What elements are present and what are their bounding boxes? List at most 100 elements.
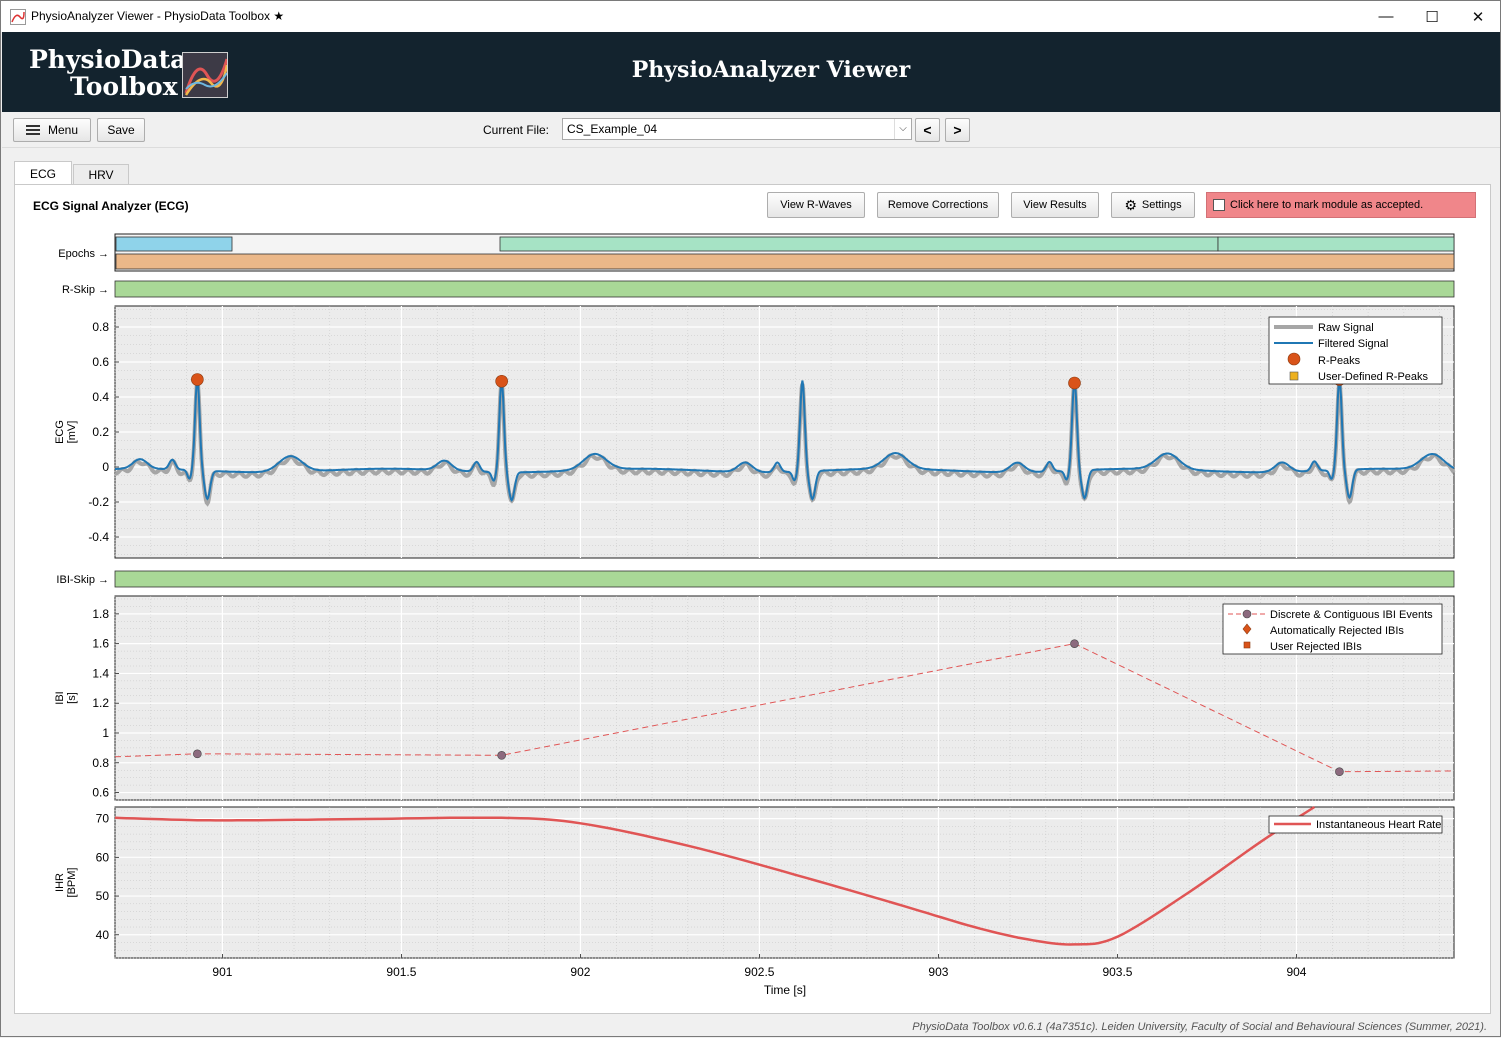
y-axis-label: [mV] [66, 421, 78, 444]
y-axis-label: [BPM] [66, 868, 78, 898]
epoch-segment[interactable] [115, 236, 233, 252]
rpeak-marker[interactable] [191, 373, 204, 386]
ecg-yticks: -0.4 -0.2 0 0.2 0.4 0.6 0.8 [88, 320, 119, 544]
y-axis-label: [s] [66, 692, 78, 704]
ibi-event-marker[interactable] [1335, 767, 1344, 777]
menu-button-label: Menu [47, 123, 79, 137]
ibiskip-strip[interactable] [114, 570, 1455, 588]
ibi-ylabel: IBI [s] [54, 691, 78, 704]
footer-credits: PhysioData Toolbox v0.6.1 (4a7351c). Lei… [912, 1021, 1487, 1033]
ecg-legend: Raw Signal Filtered Signal R-Peaks User-… [1268, 316, 1443, 385]
ibi-plot[interactable]: 0.6 0.8 1 1.2 1.4 1.6 1.8 IBI [s] Discrete & Co… [54, 595, 1455, 801]
ibi-event-marker[interactable] [1070, 639, 1079, 648]
y-tick-label: 0 [102, 460, 109, 474]
ibi-legend: Discrete & Contiguous IBI Events Automat… [1222, 603, 1443, 655]
previous-file-button[interactable]: < [915, 118, 940, 142]
epoch-segment[interactable] [115, 253, 1455, 270]
menu-button[interactable]: Menu [13, 118, 91, 142]
filtered-signal-line [115, 378, 1455, 502]
ibi-event-marker[interactable] [497, 751, 506, 760]
accept-module-toggle[interactable]: Click here to mark module as accepted. [1206, 192, 1476, 218]
y-tick-label: -0.2 [88, 495, 109, 509]
legend-rpeaks: R-Peaks [1318, 355, 1361, 367]
epoch-segment[interactable] [499, 236, 1219, 252]
ihr-line [114, 805, 1316, 946]
ibi-line [114, 643, 1455, 773]
legend-user-rejected: User Rejected IBIs [1270, 641, 1362, 653]
save-button[interactable]: Save [97, 118, 145, 142]
app-title: PhysioAnalyzer Viewer [631, 57, 911, 83]
y-tick-label: 0.6 [92, 786, 109, 800]
rskip-strip[interactable] [114, 280, 1455, 298]
legend-auto-rejected: Automatically Rejected IBIs [1270, 625, 1404, 637]
ibi-event-markers [193, 639, 1344, 777]
epochs-strip[interactable] [114, 233, 1455, 272]
tab-hrv[interactable]: HRV [73, 164, 129, 185]
rskip-label: R-Skip → [62, 284, 109, 296]
rpeak-markers [191, 373, 1346, 390]
rpeak-marker[interactable] [1068, 376, 1081, 390]
x-tick-label: 901 [212, 965, 232, 979]
ibiskip-label: IBI-Skip → [56, 574, 109, 586]
accept-checkbox[interactable] [1213, 199, 1225, 211]
ibi-event-marker[interactable] [193, 749, 202, 759]
ecg-plot[interactable]: -0.4 -0.2 0 0.2 0.4 0.6 0.8 ECG [mV] Raw Signal… [54, 305, 1456, 559]
x-tick-label: 903 [928, 965, 948, 979]
y-tick-label: 0.8 [92, 320, 109, 334]
ibi-yticks: 0.6 0.8 1 1.2 1.4 1.6 1.8 [92, 607, 119, 800]
ihr-legend: Instantaneous Heart Rate [1268, 815, 1443, 834]
y-tick-label: 1.4 [92, 666, 109, 680]
legend-filtered-signal: Filtered Signal [1318, 338, 1388, 350]
close-button[interactable]: ✕ [1471, 8, 1485, 26]
legend-raw-signal: Raw Signal [1318, 322, 1374, 334]
settings-button-label: Settings [1141, 199, 1182, 211]
maximize-button[interactable]: ☐ [1425, 8, 1439, 26]
legend-ihr: Instantaneous Heart Rate [1316, 819, 1441, 831]
toolbar: Menu Save Current File: CS_Example_04 ⌵ … [2, 112, 1500, 148]
y-tick-label: 1 [102, 726, 109, 740]
y-tick-label: 40 [96, 928, 110, 942]
rpeak-marker[interactable] [495, 374, 508, 388]
epoch-segment[interactable] [1217, 236, 1455, 252]
hamburger-icon [25, 123, 40, 137]
ihr-ylabel: IHR [BPM] [54, 868, 78, 898]
logo-text: PhysioData Toolbox [29, 46, 186, 100]
title-bar: PhysioAnalyzer Viewer - PhysioData Toolb… [1, 1, 1500, 32]
time-axis-label: Time [s] [764, 983, 806, 997]
x-tick-label: 901.5 [386, 965, 416, 979]
epochs-label: Epochs → [58, 248, 109, 260]
current-file-value: CS_Example_04 [567, 122, 658, 136]
next-file-button[interactable]: > [945, 118, 970, 142]
remove-corrections-button[interactable]: Remove Corrections [877, 192, 999, 218]
current-file-dropdown[interactable]: CS_Example_04 ⌵ [562, 118, 912, 140]
gear-icon: ⚙ [1124, 196, 1137, 213]
y-tick-label: 0.2 [92, 425, 109, 439]
view-results-button[interactable]: View Results [1011, 192, 1099, 218]
y-tick-label: 60 [96, 850, 110, 864]
x-tick-label: 902.5 [744, 965, 774, 979]
window-title: PhysioAnalyzer Viewer - PhysioData Toolb… [31, 9, 285, 23]
logo-line2: Toolbox [70, 72, 178, 101]
y-tick-label: 0.6 [92, 355, 109, 369]
ihr-yticks: 40 50 60 70 [96, 812, 119, 942]
settings-button[interactable]: ⚙ Settings [1111, 192, 1195, 218]
y-axis-label: IHR [54, 873, 66, 892]
ecg-grid [114, 306, 1454, 558]
current-file-label: Current File: [483, 123, 550, 137]
app-icon [10, 9, 26, 25]
minimize-button[interactable]: — [1378, 8, 1394, 25]
chevron-down-icon[interactable]: ⌵ [894, 119, 911, 139]
header-banner: PhysioData Toolbox PhysioAnalyzer Viewer [2, 32, 1500, 112]
y-tick-label: 0.8 [92, 756, 109, 770]
accept-label: Click here to mark module as accepted. [1230, 199, 1424, 211]
ihr-xticks: 901 901.5 902 902.5 903 903.5 904 [212, 954, 1307, 979]
y-tick-label: 1.6 [92, 637, 109, 651]
x-tick-label: 902 [570, 965, 590, 979]
view-rwaves-button[interactable]: View R-Waves [767, 192, 865, 218]
y-tick-label: 1.8 [92, 607, 109, 621]
y-axis-label: IBI [54, 691, 66, 704]
ihr-plot[interactable]: 40 50 60 70 IHR [BPM] 901 901.5 902 902.5 903 903… [54, 805, 1455, 997]
y-axis-label: ECG [54, 420, 66, 444]
tab-ecg[interactable]: ECG [14, 161, 72, 186]
